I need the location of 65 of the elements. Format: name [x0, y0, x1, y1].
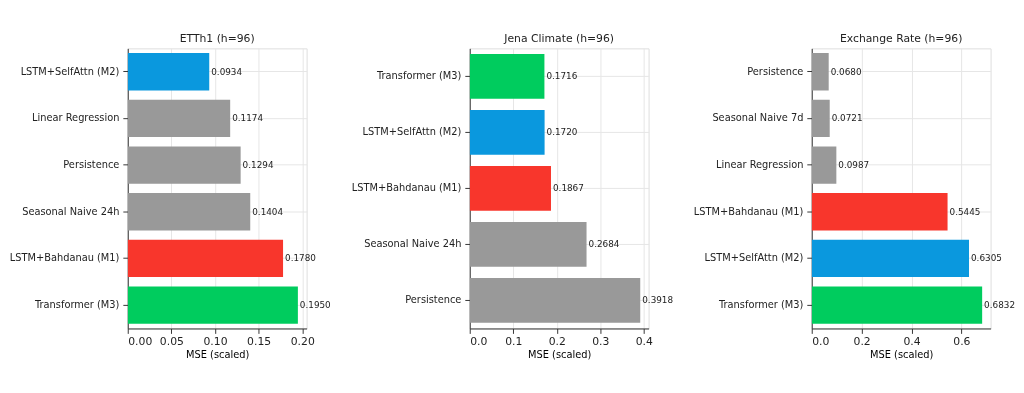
bar: [469, 110, 545, 155]
bar: [469, 222, 587, 267]
chart-title: Exchange Rate (h=96): [839, 32, 963, 46]
chart-title: Jena Climate (h=96): [503, 32, 615, 46]
data-label: 0.1867: [552, 183, 584, 194]
bar: [127, 193, 251, 231]
x-axis-title: MSE (scaled): [528, 349, 592, 361]
x-tick-label: 0.20: [290, 334, 315, 348]
data-label: 0.1174: [232, 113, 264, 124]
bar: [469, 166, 551, 211]
x-tick-label: 0.15: [247, 334, 272, 348]
y-tick-label: Persistence: [747, 65, 804, 77]
y-tick-label: LSTM+Bahdanau (M1): [693, 205, 804, 217]
data-label: 0.1294: [242, 160, 274, 171]
data-label: 0.0721: [831, 113, 863, 124]
data-label: 0.1716: [546, 71, 578, 82]
data-label: 0.5445: [949, 206, 981, 217]
x-axis-title: MSE (scaled): [186, 349, 250, 361]
y-tick-label: LSTM+SelfAttn (M2): [704, 252, 804, 264]
x-tick-label: 0.0: [812, 334, 830, 348]
y-tick-label: LSTM+Bahdanau (M1): [9, 252, 120, 264]
bar: [469, 53, 545, 99]
x-tick-label: 0.00: [128, 334, 153, 348]
y-tick-label: Transformer (M3): [376, 70, 462, 82]
bar: [127, 146, 241, 184]
x-axis-title: MSE (scaled): [870, 349, 934, 361]
y-tick-label: Transformer (M3): [34, 299, 120, 311]
data-label: 0.0680: [830, 66, 862, 77]
x-tick-label: 0.4: [903, 334, 921, 348]
y-tick-label: LSTM+Bahdanau (M1): [351, 182, 462, 194]
y-tick-label: Transformer (M3): [718, 299, 804, 311]
data-label: 0.6305: [970, 253, 1002, 264]
bar: [127, 286, 298, 324]
data-label: 0.1780: [285, 253, 317, 264]
y-tick-label: Persistence: [63, 159, 120, 171]
data-label: 0.1720: [546, 127, 578, 138]
data-label: 0.0987: [838, 160, 870, 171]
x-tick-label: 0.4: [635, 334, 654, 348]
x-tick-label: 0.10: [203, 334, 228, 348]
x-tick-label: 0.2: [853, 334, 871, 348]
y-tick-label: LSTM+SelfAttn (M2): [20, 65, 120, 77]
y-tick-label: Seasonal Naive 24h: [22, 205, 120, 217]
y-tick-label: Linear Regression: [716, 159, 804, 171]
y-tick-label: Persistence: [405, 294, 462, 306]
x-tick-label: 0.1: [505, 334, 523, 348]
y-tick-label: Seasonal Naive 7d: [712, 112, 804, 124]
chart-title: ETTh1 (h=96): [179, 32, 255, 46]
x-tick-label: 0.6: [953, 334, 971, 348]
bar: [127, 99, 231, 138]
y-tick-label: LSTM+SelfAttn (M2): [362, 126, 462, 138]
y-tick-label: Linear Regression: [32, 112, 120, 124]
x-tick-label: 0.0: [470, 334, 488, 348]
x-tick-label: 0.2: [548, 334, 566, 348]
bar: [469, 278, 641, 323]
data-label: 0.1950: [299, 300, 332, 311]
data-label: 0.2684: [588, 239, 620, 250]
bar: [127, 239, 284, 278]
x-tick-label: 0.05: [159, 334, 184, 348]
data-label: 0.1404: [252, 206, 284, 217]
x-tick-label: 0.3: [592, 334, 610, 348]
data-label: 0.0934: [211, 66, 243, 77]
y-tick-label: Seasonal Naive 24h: [364, 238, 462, 250]
data-label: 0.3918: [642, 295, 674, 306]
data-label: 0.6832: [984, 300, 1016, 311]
bar: [127, 53, 210, 91]
